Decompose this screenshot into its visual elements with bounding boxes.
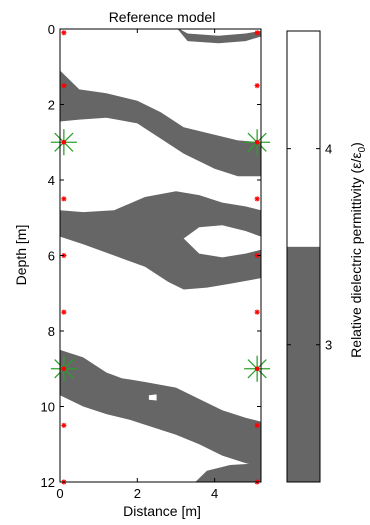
receiver-marker-5: [61, 309, 67, 315]
receiver-marker-1: [61, 30, 67, 36]
colorbar-tick-label: 3: [325, 338, 332, 353]
receiver-marker-3: [61, 196, 67, 202]
y-tick-label: 8: [48, 324, 55, 339]
y-tick-label: 4: [48, 173, 55, 188]
low-permittivity-layer-2: [60, 70, 261, 177]
y-axis-label: Depth [m]: [13, 225, 29, 286]
low-permittivity-layer-3: [60, 191, 261, 290]
low-permittivity-layer-4: [60, 349, 261, 467]
source-star-4: [244, 355, 271, 382]
colorbar-tick-label: 4: [325, 142, 332, 157]
y-tick-label: 10: [41, 400, 55, 415]
receiver-marker-9: [254, 83, 260, 89]
y-tick-label: 12: [41, 475, 55, 490]
receiver-marker-8: [254, 30, 260, 36]
y-axis: 0 2 4 6 8 10 12: [41, 22, 261, 490]
receiver-marker-12: [254, 309, 260, 315]
y-tick-label: 0: [48, 22, 55, 37]
receiver-marker-10: [254, 196, 260, 202]
colorbar-label-end: ): [348, 142, 364, 147]
permittivity-layers: [60, 29, 261, 482]
source-star-1: [50, 129, 77, 156]
high-permittivity-inclusion-1: [183, 225, 261, 258]
y-tick-label: 6: [48, 249, 55, 264]
source-star-3: [50, 355, 77, 382]
low-permittivity-layer-1: [177, 29, 261, 44]
x-axis-label: Distance [m]: [123, 503, 201, 519]
receiver-marker-2: [61, 83, 67, 89]
y-tick-label: 2: [48, 98, 55, 113]
colorbar-label-sub: 0: [357, 146, 368, 152]
x-tick-label: 2: [134, 486, 141, 501]
colorbar-low-segment: [287, 246, 320, 482]
colorbar-label: Relative dielectric permittivity (ε/ε0): [348, 142, 368, 358]
source-star-2: [244, 129, 271, 156]
colorbar-label-main: Relative dielectric permittivity (ε/ε: [348, 152, 364, 357]
chart-title: Reference model: [109, 9, 216, 25]
receiver-marker-6: [61, 422, 67, 428]
x-axis: 0 2 4: [56, 29, 218, 501]
colorbar-high-segment: [287, 31, 320, 247]
low-permittivity-layer-5: [195, 463, 261, 482]
receiver-marker-13: [254, 422, 260, 428]
colorbar-axis: 34: [287, 142, 332, 353]
colorbar-frame: [286, 30, 321, 483]
x-tick-label: 0: [56, 486, 63, 501]
x-tick-label: 4: [211, 486, 218, 501]
high-permittivity-inclusion-2: [148, 394, 157, 401]
